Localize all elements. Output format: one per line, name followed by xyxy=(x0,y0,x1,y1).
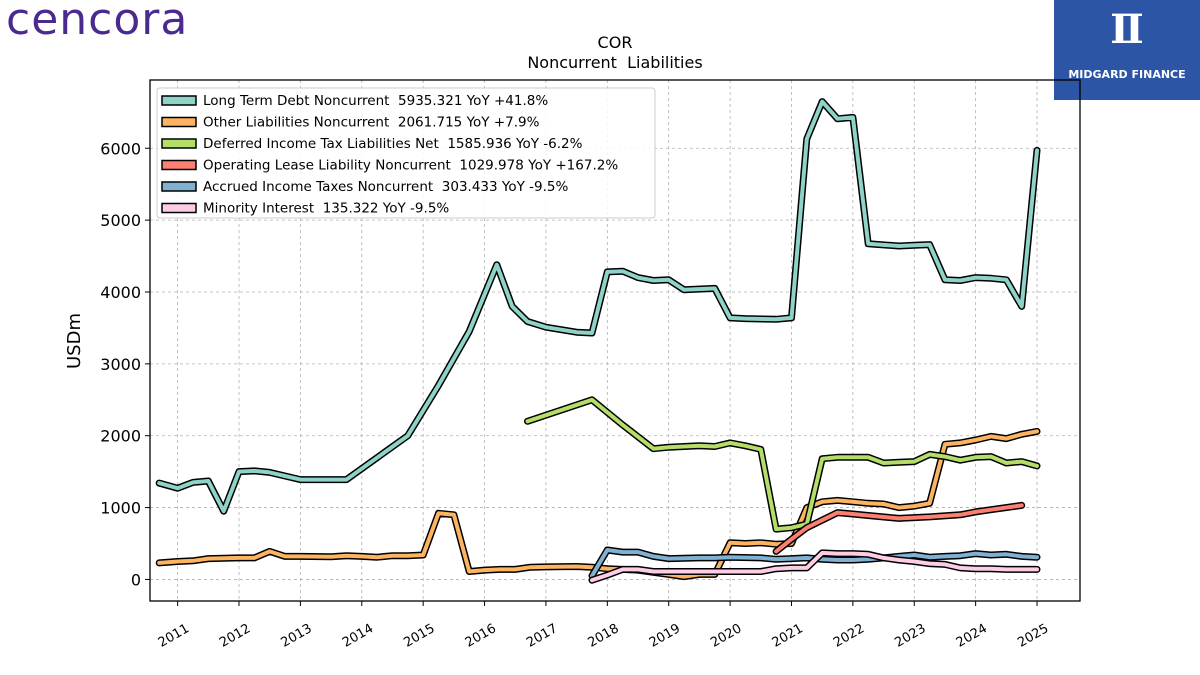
y-tick-label: 1000 xyxy=(100,499,141,518)
series-line-1 xyxy=(157,429,1039,579)
series-line-3 xyxy=(774,503,1024,554)
x-tick-label: 2012 xyxy=(217,621,253,651)
legend-box xyxy=(156,87,656,219)
x-tick-label: 2011 xyxy=(156,621,192,651)
x-tick-label: 2025 xyxy=(1015,621,1051,651)
series-lines xyxy=(155,98,1041,584)
y-tick-label: 4000 xyxy=(100,283,141,302)
legend-swatch xyxy=(161,181,197,192)
legend-swatch xyxy=(161,159,197,171)
y-tick-label: 0 xyxy=(131,570,141,589)
x-tick-label: 2018 xyxy=(585,621,621,651)
midgard-logo-text: MIDGARD FINANCE xyxy=(1068,68,1186,81)
x-tick-label: 2019 xyxy=(647,621,683,651)
y-tick-label: 5000 xyxy=(100,211,141,230)
x-tick-label: 2021 xyxy=(770,621,806,651)
series-line-2 xyxy=(525,397,1039,532)
legend-swatch xyxy=(161,116,197,128)
y-axis-label: USDm xyxy=(64,313,85,369)
x-tick-label: 2016 xyxy=(463,621,499,651)
legend-swatch xyxy=(161,138,197,149)
legend: Long Term Debt Noncurrent 5935.321 YoY +… xyxy=(156,87,656,219)
x-tick-label: 2017 xyxy=(524,621,560,651)
legend-entry-label: Deferred Income Tax Liabilities Net 1585… xyxy=(203,136,583,152)
midgard-glyph-icon: Ⅱ xyxy=(1110,6,1144,53)
legend-swatch xyxy=(161,95,197,106)
plot-frame xyxy=(149,79,1081,602)
legend-entry-label: Minority Interest 135.322 YoY -9.5% xyxy=(203,201,449,217)
x-tick-label: 2023 xyxy=(892,621,928,651)
series-line-outline-2 xyxy=(524,396,1041,533)
cencora-logo: cencora xyxy=(6,0,189,45)
x-tick-label: 2020 xyxy=(708,621,744,651)
series-line-0 xyxy=(157,99,1039,514)
y-tick-label: 3000 xyxy=(100,355,141,374)
y-tick-label: 6000 xyxy=(100,139,141,158)
y-tick-label: 2000 xyxy=(100,427,141,446)
x-tick-label: 2024 xyxy=(954,621,990,651)
x-tick-label: 2013 xyxy=(279,621,315,651)
legend-entry-label: Accrued Income Taxes Noncurrent 303.433 … xyxy=(203,179,568,195)
chart-subtitle: Noncurrent Liabilities xyxy=(527,53,702,72)
chart-title: COR xyxy=(598,33,633,52)
series-line-4 xyxy=(590,548,1039,578)
x-tick-label: 2015 xyxy=(401,621,437,651)
midgard-finance-logo: Ⅱ MIDGARD FINANCE xyxy=(1054,0,1200,100)
series-line-5 xyxy=(590,550,1039,583)
x-tick-label: 2014 xyxy=(340,621,376,651)
legend-swatch xyxy=(161,202,197,214)
x-tick-label: 2022 xyxy=(831,621,867,651)
legend-entry-label: Long Term Debt Noncurrent 5935.321 YoY +… xyxy=(203,93,548,109)
legend-entry-label: Operating Lease Liability Noncurrent 102… xyxy=(203,158,618,174)
legend-entry-label: Other Liabilities Noncurrent 2061.715 Yo… xyxy=(203,115,540,131)
